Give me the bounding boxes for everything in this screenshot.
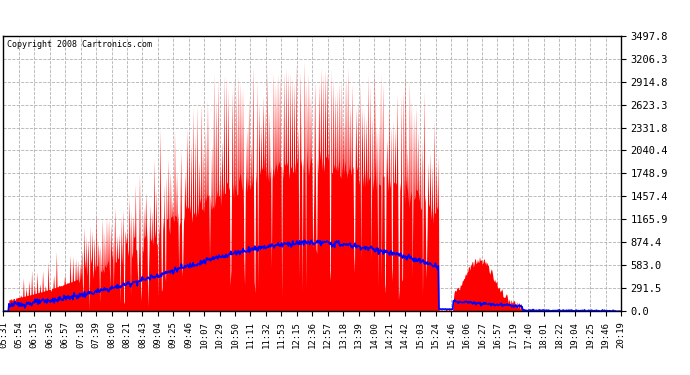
Text: Total PV Power (red) (watts) & Solar Radiation (blue) (W/m2) Wed Jul 16 20:20: Total PV Power (red) (watts) & Solar Rad… <box>37 11 653 24</box>
Text: Copyright 2008 Cartronics.com: Copyright 2008 Cartronics.com <box>6 40 152 49</box>
